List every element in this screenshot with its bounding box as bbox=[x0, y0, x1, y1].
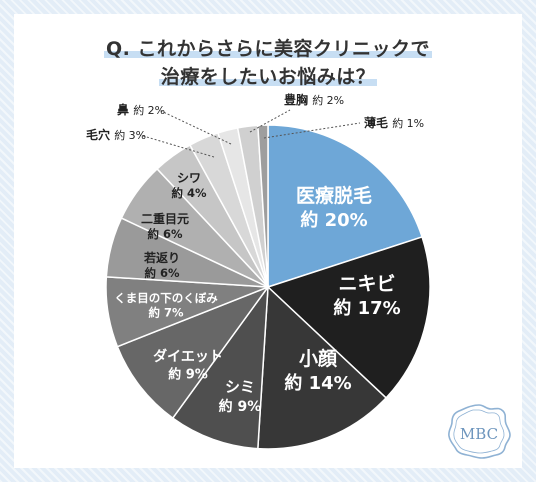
leader-line bbox=[158, 109, 232, 145]
leader-line bbox=[263, 122, 361, 139]
leader-line bbox=[139, 134, 215, 158]
slice-label: 若返り bbox=[143, 250, 180, 265]
slice-label: シワ bbox=[177, 171, 201, 185]
slice-label: 二重目元 bbox=[141, 211, 189, 226]
slice-label: 医療脱毛 bbox=[296, 184, 372, 207]
slice-label: ニキビ bbox=[338, 273, 395, 295]
slice-label: くま目の下のくぼみ bbox=[114, 291, 218, 305]
chart-title-line-1: Q. これからさらに美容クリニックで bbox=[104, 38, 432, 60]
slice-value-label: 約 6% bbox=[147, 227, 183, 241]
slice-value-label: 約 7% bbox=[148, 305, 184, 319]
slice-value-label: 約 9% bbox=[219, 398, 262, 415]
mbc-logo-badge: MBC bbox=[448, 404, 511, 459]
slice-label: シミ bbox=[225, 378, 255, 396]
pie-slice bbox=[171, 284, 269, 450]
slice-value-label: 約 4% bbox=[171, 186, 207, 200]
slice-value-label: 約 9% bbox=[168, 367, 208, 383]
slice-label: 鼻 約 2% bbox=[117, 102, 165, 117]
slice-label: 薄毛 約 1% bbox=[364, 115, 424, 130]
slice-value-label: 約 20% bbox=[300, 209, 367, 231]
chart-title-line-2: 治療をしたいお悩みは？ bbox=[158, 66, 378, 88]
pie-slice bbox=[266, 235, 431, 399]
slice-value-label: 約 17% bbox=[333, 297, 400, 319]
slice-label: 豊胸 約 2% bbox=[284, 92, 344, 107]
pie-slice bbox=[257, 124, 269, 288]
pie-slice bbox=[257, 285, 388, 450]
slice-label: ダイエット bbox=[153, 348, 223, 365]
pie-slice bbox=[267, 124, 424, 289]
logo-text: MBC bbox=[460, 425, 498, 443]
slice-label: 小顔 bbox=[299, 347, 338, 370]
pie-slice bbox=[116, 285, 271, 420]
slice-label: 毛穴 約 3% bbox=[86, 127, 146, 142]
slice-value-label: 約 6% bbox=[144, 266, 180, 280]
slice-value-label: 約 14% bbox=[284, 372, 351, 394]
